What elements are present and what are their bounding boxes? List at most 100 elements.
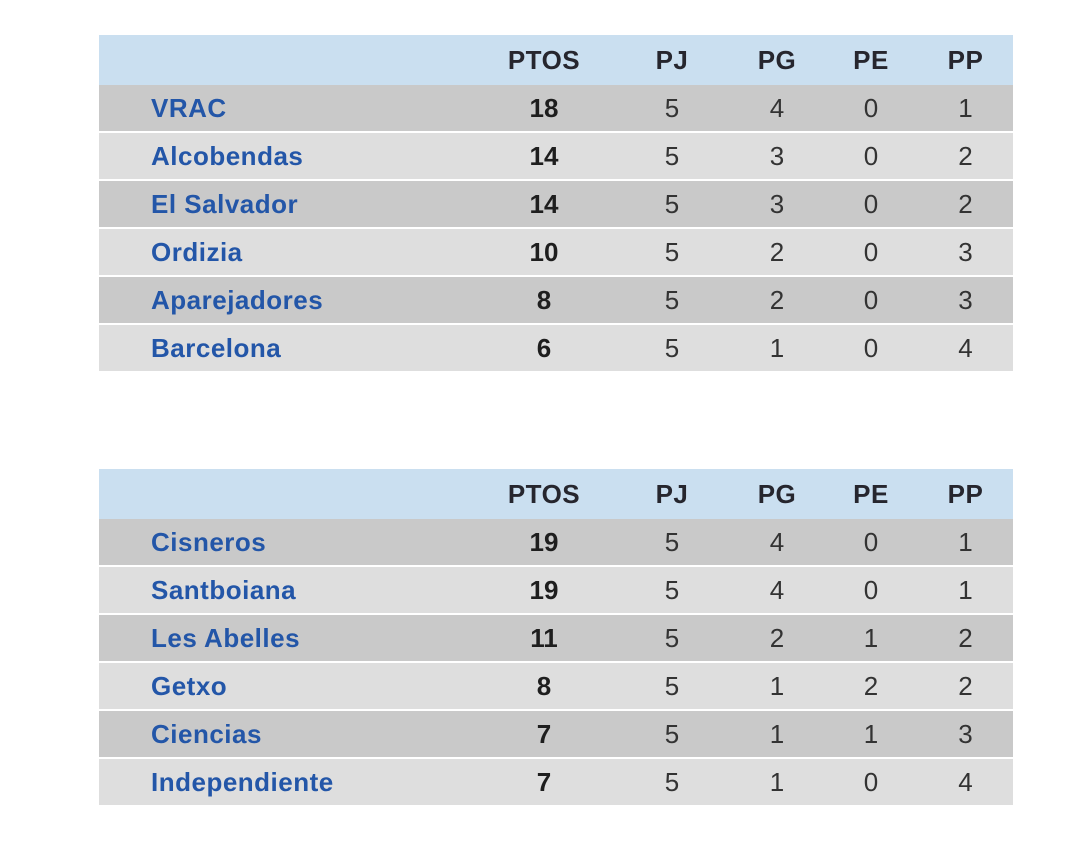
pg-cell: 4 (730, 567, 824, 615)
pe-cell: 0 (824, 325, 918, 371)
table-row: Cisneros 19 5 4 0 1 (99, 519, 1013, 567)
team-name-link[interactable]: Ciencias (99, 711, 474, 759)
team-name-link[interactable]: Santboiana (99, 567, 474, 615)
table-row: Aparejadores 8 5 2 0 3 (99, 277, 1013, 325)
team-name-link[interactable]: Cisneros (99, 519, 474, 567)
ptos-cell: 14 (474, 181, 614, 229)
pj-cell: 5 (614, 711, 730, 759)
pe-cell: 0 (824, 85, 918, 133)
pp-cell: 3 (918, 711, 1013, 759)
header-row: PTOS PJ PG PE PP (99, 35, 1013, 85)
table-row: Santboiana 19 5 4 0 1 (99, 567, 1013, 615)
column-header-pj: PJ (614, 469, 730, 519)
table-row: Alcobendas 14 5 3 0 2 (99, 133, 1013, 181)
pe-cell: 0 (824, 229, 918, 277)
pg-cell: 2 (730, 229, 824, 277)
table-row: El Salvador 14 5 3 0 2 (99, 181, 1013, 229)
pg-cell: 1 (730, 325, 824, 371)
column-header-pe: PE (824, 35, 918, 85)
pp-cell: 1 (918, 519, 1013, 567)
ptos-cell: 6 (474, 325, 614, 371)
team-name-link[interactable]: Les Abelles (99, 615, 474, 663)
pg-cell: 1 (730, 663, 824, 711)
pg-cell: 3 (730, 181, 824, 229)
pp-cell: 3 (918, 229, 1013, 277)
pg-cell: 3 (730, 133, 824, 181)
table-row: Les Abelles 11 5 2 1 2 (99, 615, 1013, 663)
team-name-link[interactable]: VRAC (99, 85, 474, 133)
pe-cell: 0 (824, 759, 918, 805)
table-row: Getxo 8 5 1 2 2 (99, 663, 1013, 711)
pp-cell: 3 (918, 277, 1013, 325)
pp-cell: 4 (918, 759, 1013, 805)
ptos-cell: 8 (474, 663, 614, 711)
ptos-cell: 7 (474, 759, 614, 805)
ptos-cell: 14 (474, 133, 614, 181)
team-column-header (99, 35, 474, 85)
ptos-cell: 19 (474, 519, 614, 567)
pg-cell: 2 (730, 615, 824, 663)
team-name-link[interactable]: Alcobendas (99, 133, 474, 181)
pj-cell: 5 (614, 759, 730, 805)
pg-cell: 2 (730, 277, 824, 325)
pp-cell: 2 (918, 615, 1013, 663)
column-header-pj: PJ (614, 35, 730, 85)
standings-table-1: PTOS PJ PG PE PP VRAC 18 5 4 0 1 Alcoben… (99, 35, 1013, 371)
pj-cell: 5 (614, 519, 730, 567)
pe-cell: 0 (824, 567, 918, 615)
pp-cell: 4 (918, 325, 1013, 371)
pg-cell: 1 (730, 759, 824, 805)
header-row: PTOS PJ PG PE PP (99, 469, 1013, 519)
pj-cell: 5 (614, 615, 730, 663)
team-name-link[interactable]: Aparejadores (99, 277, 474, 325)
column-header-ptos: PTOS (474, 469, 614, 519)
pe-cell: 0 (824, 181, 918, 229)
pg-cell: 1 (730, 711, 824, 759)
team-name-link[interactable]: Ordizia (99, 229, 474, 277)
pj-cell: 5 (614, 85, 730, 133)
ptos-cell: 8 (474, 277, 614, 325)
column-header-pp: PP (918, 35, 1013, 85)
pe-cell: 1 (824, 711, 918, 759)
pj-cell: 5 (614, 567, 730, 615)
pe-cell: 2 (824, 663, 918, 711)
pj-cell: 5 (614, 325, 730, 371)
team-name-link[interactable]: El Salvador (99, 181, 474, 229)
pj-cell: 5 (614, 133, 730, 181)
table-row: VRAC 18 5 4 0 1 (99, 85, 1013, 133)
ptos-cell: 10 (474, 229, 614, 277)
table-row: Independiente 7 5 1 0 4 (99, 759, 1013, 805)
team-name-link[interactable]: Independiente (99, 759, 474, 805)
pj-cell: 5 (614, 229, 730, 277)
pe-cell: 0 (824, 133, 918, 181)
team-name-link[interactable]: Getxo (99, 663, 474, 711)
pe-cell: 0 (824, 277, 918, 325)
pg-cell: 4 (730, 519, 824, 567)
table-row: Ciencias 7 5 1 1 3 (99, 711, 1013, 759)
pg-cell: 4 (730, 85, 824, 133)
pp-cell: 2 (918, 663, 1013, 711)
column-header-pe: PE (824, 469, 918, 519)
ptos-cell: 7 (474, 711, 614, 759)
ptos-cell: 19 (474, 567, 614, 615)
column-header-pg: PG (730, 35, 824, 85)
column-header-pg: PG (730, 469, 824, 519)
table-row: Ordizia 10 5 2 0 3 (99, 229, 1013, 277)
pj-cell: 5 (614, 181, 730, 229)
team-column-header (99, 469, 474, 519)
pe-cell: 1 (824, 615, 918, 663)
pj-cell: 5 (614, 277, 730, 325)
pp-cell: 2 (918, 133, 1013, 181)
column-header-ptos: PTOS (474, 35, 614, 85)
pp-cell: 1 (918, 85, 1013, 133)
pp-cell: 1 (918, 567, 1013, 615)
pj-cell: 5 (614, 663, 730, 711)
table-row: Barcelona 6 5 1 0 4 (99, 325, 1013, 371)
team-name-link[interactable]: Barcelona (99, 325, 474, 371)
pp-cell: 2 (918, 181, 1013, 229)
ptos-cell: 18 (474, 85, 614, 133)
ptos-cell: 11 (474, 615, 614, 663)
standings-table-2: PTOS PJ PG PE PP Cisneros 19 5 4 0 1 San… (99, 469, 1013, 805)
column-header-pp: PP (918, 469, 1013, 519)
pe-cell: 0 (824, 519, 918, 567)
